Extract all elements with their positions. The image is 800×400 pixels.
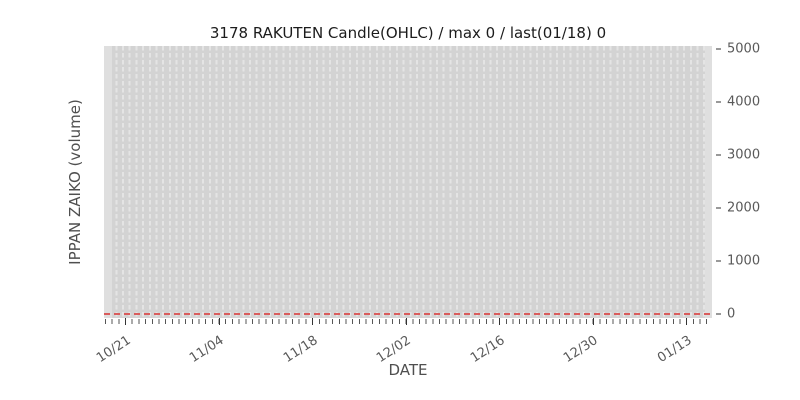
x-major-tick-mark [312,318,313,325]
y-tick-label: 4000 [716,95,760,110]
x-axis-minor-ticks [105,319,713,324]
y-tick-mark [716,207,721,209]
y-axis-label: IPPAN ZAIKO (volume) [66,99,84,265]
plot-right-edge [705,46,712,318]
x-major-tick-mark [499,318,500,325]
y-tick-label: 3000 [716,148,760,163]
x-major-tick-mark [218,318,220,325]
y-tick-mark [716,101,721,103]
plot-area [104,46,712,318]
x-major-tick-mark [686,318,687,325]
y-tick-mark [716,313,721,315]
y-tick-mark [716,154,721,156]
y-tick-label: 2000 [716,201,760,216]
y-tick-label: 5000 [716,42,760,57]
y-tick-mark [716,48,721,50]
x-axis-label: DATE [388,361,428,379]
x-major-tick-mark [125,318,126,325]
chart-title: 3178 RAKUTEN Candle(OHLC) / max 0 / last… [209,24,607,42]
y-tick-mark [716,260,721,262]
plot-left-edge [104,46,112,318]
x-major-tick-mark [592,318,594,325]
x-major-tick-mark [405,318,407,325]
y-tick-label: 0 [716,307,735,322]
y-tick-label: 1000 [716,254,760,269]
zero-value-series-line [104,313,712,315]
